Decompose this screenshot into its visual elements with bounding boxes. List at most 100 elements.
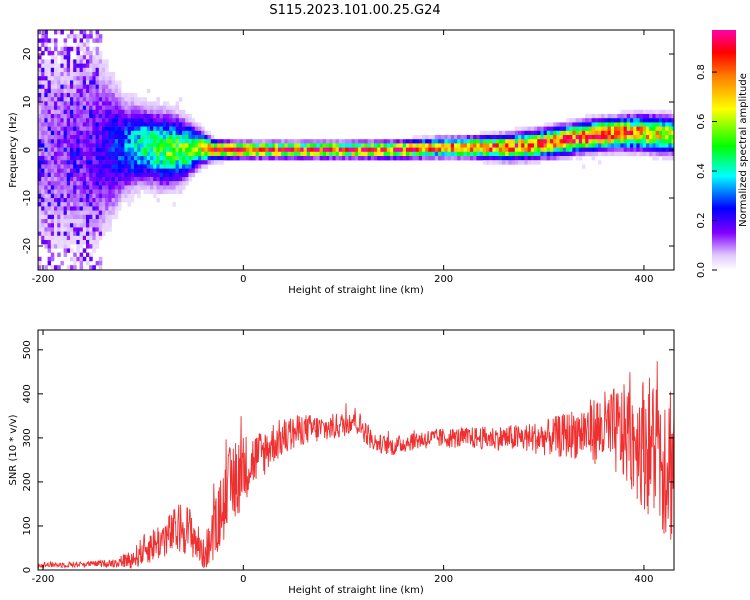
- heatmap-cell: [73, 80, 77, 85]
- heatmap-cell: [95, 164, 100, 169]
- heatmap-cell: [543, 130, 548, 136]
- heatmap-cell: [406, 143, 410, 148]
- heatmap-cell: [124, 93, 128, 98]
- heatmap-cell: [73, 130, 77, 136]
- heatmap-cell: [76, 109, 80, 115]
- heatmap-cell: [60, 189, 64, 194]
- heatmap-cell: [242, 156, 247, 161]
- heatmap-cell: [521, 143, 525, 148]
- heatmap-cell: [156, 168, 160, 173]
- heatmap-cell: [617, 126, 621, 131]
- heatmap-cell: [95, 84, 100, 89]
- heatmap-cell: [630, 109, 634, 115]
- heatmap-cell: [105, 72, 109, 77]
- heatmap-cell: [118, 156, 122, 161]
- heatmap-cell: [121, 122, 125, 127]
- heatmap-cell: [658, 118, 663, 123]
- heatmap-cell: [130, 156, 135, 161]
- heatmap-cell: [159, 147, 164, 152]
- heatmap-cell: [121, 164, 125, 169]
- heatmap-cell: [50, 265, 55, 270]
- heatmap-cell: [92, 72, 96, 77]
- heatmap-cell: [108, 210, 112, 215]
- heatmap-cell: [108, 227, 112, 232]
- heatmap-cell: [60, 261, 64, 266]
- heatmap-cell: [412, 151, 416, 157]
- heatmap-cell: [38, 177, 42, 182]
- heatmap-cell: [396, 139, 400, 144]
- heatmap-cell: [316, 151, 320, 157]
- heatmap-cell: [162, 114, 167, 119]
- heatmap-cell: [492, 147, 496, 152]
- heatmap-cell: [150, 109, 154, 115]
- heatmap-cell: [111, 143, 116, 148]
- heatmap-cell: [44, 42, 48, 47]
- heatmap-cell: [66, 135, 71, 140]
- heatmap-cell: [614, 135, 618, 140]
- heatmap-cell: [572, 126, 576, 131]
- heatmap-cell: [63, 214, 68, 220]
- heatmap-cell: [633, 143, 637, 148]
- heatmap-cell: [66, 84, 71, 89]
- heatmap-cell: [60, 72, 64, 77]
- heatmap-cell: [649, 109, 653, 115]
- heatmap-cell: [166, 139, 170, 144]
- heatmap-cell: [633, 151, 637, 157]
- heatmap-cell: [585, 135, 589, 140]
- heatmap-cell: [70, 126, 74, 131]
- heatmap-cell: [454, 143, 458, 148]
- heatmap-cell: [518, 143, 522, 148]
- heatmap-cell: [86, 143, 90, 148]
- heatmap-cell: [441, 139, 445, 144]
- heatmap-cell: [182, 151, 186, 157]
- heatmap-cell: [175, 177, 180, 182]
- heatmap-cell: [102, 198, 106, 203]
- heatmap-cell: [450, 139, 455, 144]
- heatmap-cell: [486, 156, 490, 161]
- heatmap-cell: [98, 210, 103, 215]
- heatmap-cell: [556, 135, 560, 140]
- heatmap-cell: [63, 235, 68, 241]
- heatmap-cell: [175, 105, 180, 110]
- heatmap-cell: [66, 130, 71, 136]
- heatmap-cell: [82, 55, 87, 60]
- heatmap-cell: [265, 147, 269, 152]
- heatmap-cell: [556, 130, 560, 136]
- heatmap-cell: [44, 97, 48, 102]
- heatmap-cell: [594, 130, 599, 136]
- heatmap-cell: [178, 185, 183, 190]
- heatmap-cell: [354, 139, 359, 144]
- heatmap-cell: [178, 181, 183, 186]
- heatmap-cell: [172, 139, 176, 144]
- heatmap-cell: [60, 202, 64, 207]
- heatmap-cell: [105, 114, 109, 119]
- heatmap-cell: [95, 151, 100, 157]
- heatmap-cell: [198, 122, 202, 127]
- heatmap-cell: [95, 114, 100, 119]
- heatmap-cell: [63, 126, 68, 131]
- heatmap-cell: [351, 156, 356, 161]
- heatmap-cell: [604, 114, 608, 119]
- heatmap-cell: [70, 227, 74, 232]
- heatmap-cell: [482, 147, 487, 152]
- heatmap-cell: [153, 189, 157, 194]
- heatmap-cell: [303, 156, 308, 161]
- heatmap-cell: [108, 135, 112, 140]
- heatmap-cell: [47, 248, 52, 253]
- heatmap-cell: [214, 160, 218, 165]
- heatmap-cell: [98, 84, 103, 89]
- heatmap-cell: [422, 135, 426, 140]
- heatmap-cell: [63, 189, 68, 194]
- heatmap-cell: [130, 198, 135, 203]
- heatmap-cell: [361, 147, 365, 152]
- heatmap-cell: [626, 135, 631, 140]
- heatmap-cell: [140, 118, 144, 123]
- heatmap-cell: [130, 193, 135, 199]
- heatmap-cell: [89, 210, 93, 215]
- heatmap-cell: [159, 185, 164, 190]
- heatmap-cell: [546, 143, 551, 148]
- heatmap-cell: [335, 139, 340, 144]
- heatmap-cell: [70, 67, 74, 73]
- heatmap-cell: [201, 147, 205, 152]
- heatmap-cell: [188, 160, 192, 165]
